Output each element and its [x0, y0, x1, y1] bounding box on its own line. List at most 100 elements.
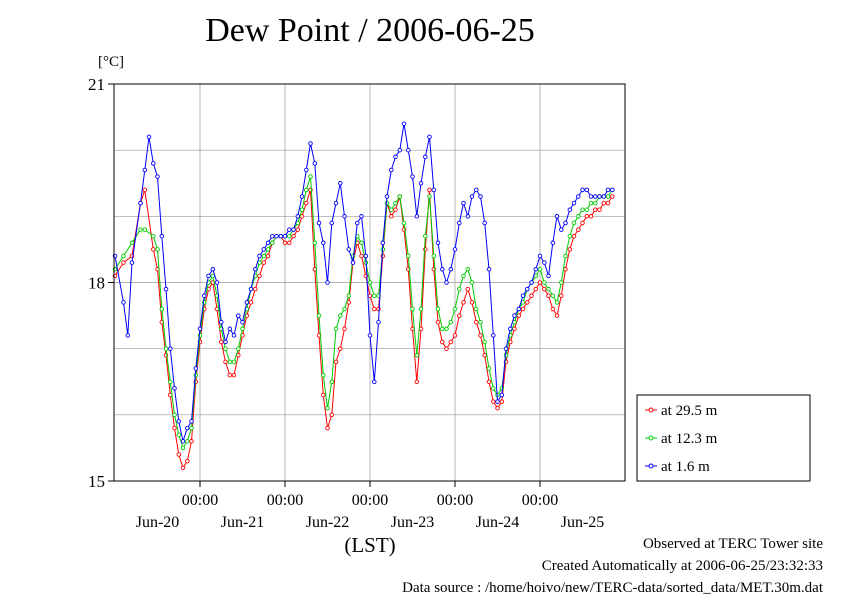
data-point: [427, 187, 432, 193]
data-point: [491, 333, 496, 338]
data-point: [346, 247, 352, 252]
data-point: [512, 313, 517, 318]
data-point: [338, 313, 343, 318]
data-point: [537, 253, 543, 259]
data-point: [342, 214, 347, 219]
data-point: [537, 280, 543, 285]
data-point: [308, 141, 313, 146]
data-point: [580, 220, 585, 226]
data-point: [329, 412, 335, 418]
data-point: [367, 293, 373, 298]
data-point: [325, 425, 330, 431]
data-point: [261, 260, 267, 265]
series-lines: [112, 121, 615, 471]
data-point: [180, 445, 186, 451]
data-point: [121, 300, 126, 305]
data-point: [431, 253, 437, 259]
data-point: [448, 267, 454, 272]
data-point: [376, 319, 381, 325]
data-point: [261, 253, 267, 259]
x-time-label: 00:00: [437, 492, 473, 509]
data-point: [597, 207, 602, 212]
data-point: [452, 333, 458, 338]
data-point: [168, 379, 173, 385]
data-point: [478, 194, 483, 199]
data-point: [563, 253, 568, 259]
data-point: [346, 293, 352, 298]
data-point: [418, 181, 424, 186]
data-point: [482, 339, 487, 345]
data-point: [406, 253, 411, 259]
data-point: [253, 267, 258, 272]
data-point: [312, 240, 318, 246]
data-point: [151, 247, 156, 252]
data-point: [168, 346, 173, 351]
data-point: [482, 353, 487, 358]
data-point: [410, 306, 415, 312]
data-point: [342, 306, 347, 312]
series-line: [114, 176, 613, 450]
data-point: [546, 273, 551, 279]
legend-marker: [648, 435, 654, 441]
legend-marker: [648, 463, 654, 469]
data-point: [367, 333, 373, 338]
x-time-label: 00:00: [352, 492, 388, 509]
data-point: [580, 187, 585, 193]
data-point: [499, 399, 505, 404]
data-point: [325, 280, 330, 285]
data-point: [554, 300, 560, 305]
data-point: [491, 399, 496, 404]
data-point: [461, 273, 466, 279]
data-point: [601, 200, 607, 206]
data-point: [155, 174, 160, 179]
data-point: [580, 207, 585, 212]
data-point: [529, 293, 534, 298]
data-point: [469, 280, 475, 285]
x-axis-label: (LST): [344, 533, 396, 557]
data-point: [567, 233, 573, 239]
y-tick-label: 15: [88, 472, 105, 491]
data-point: [142, 227, 148, 232]
data-point: [427, 134, 432, 140]
data-point: [121, 260, 126, 265]
data-point: [389, 167, 394, 173]
data-point: [478, 319, 483, 325]
data-point: [189, 425, 194, 431]
data-point: [576, 214, 581, 219]
data-point: [503, 346, 509, 351]
data-point: [495, 399, 500, 404]
data-point: [593, 200, 598, 206]
x-time-label: 00:00: [522, 492, 558, 509]
data-point: [163, 346, 169, 351]
legend: at 29.5 m at 12.3 m at 1.6 m: [636, 394, 811, 482]
data-point: [576, 194, 581, 199]
data-point: [554, 313, 560, 318]
data-point: [605, 187, 611, 193]
data-point: [571, 233, 577, 239]
data-point: [299, 194, 305, 199]
data-point: [295, 227, 301, 232]
data-point: [138, 200, 143, 206]
data-point: [491, 386, 496, 391]
y-tick-label: 21: [88, 75, 105, 94]
data-point: [176, 419, 182, 424]
data-point: [588, 194, 594, 199]
data-point: [563, 220, 568, 226]
data-point: [597, 194, 602, 199]
data-point: [393, 207, 398, 212]
legend-label: at 1.6 m: [661, 459, 710, 475]
data-point: [231, 333, 237, 338]
data-point: [537, 267, 543, 272]
data-point: [423, 233, 428, 239]
footer-observed: Observed at TERC Tower site: [642, 536, 823, 552]
data-point: [372, 293, 377, 298]
data-point: [444, 280, 449, 285]
data-point: [440, 326, 445, 332]
data-point: [465, 267, 471, 272]
data-point: [474, 306, 479, 312]
x-date-label: Jun-23: [391, 514, 435, 531]
data-point: [287, 240, 292, 246]
data-point: [291, 227, 296, 232]
data-point: [414, 353, 420, 358]
data-point: [435, 319, 441, 325]
